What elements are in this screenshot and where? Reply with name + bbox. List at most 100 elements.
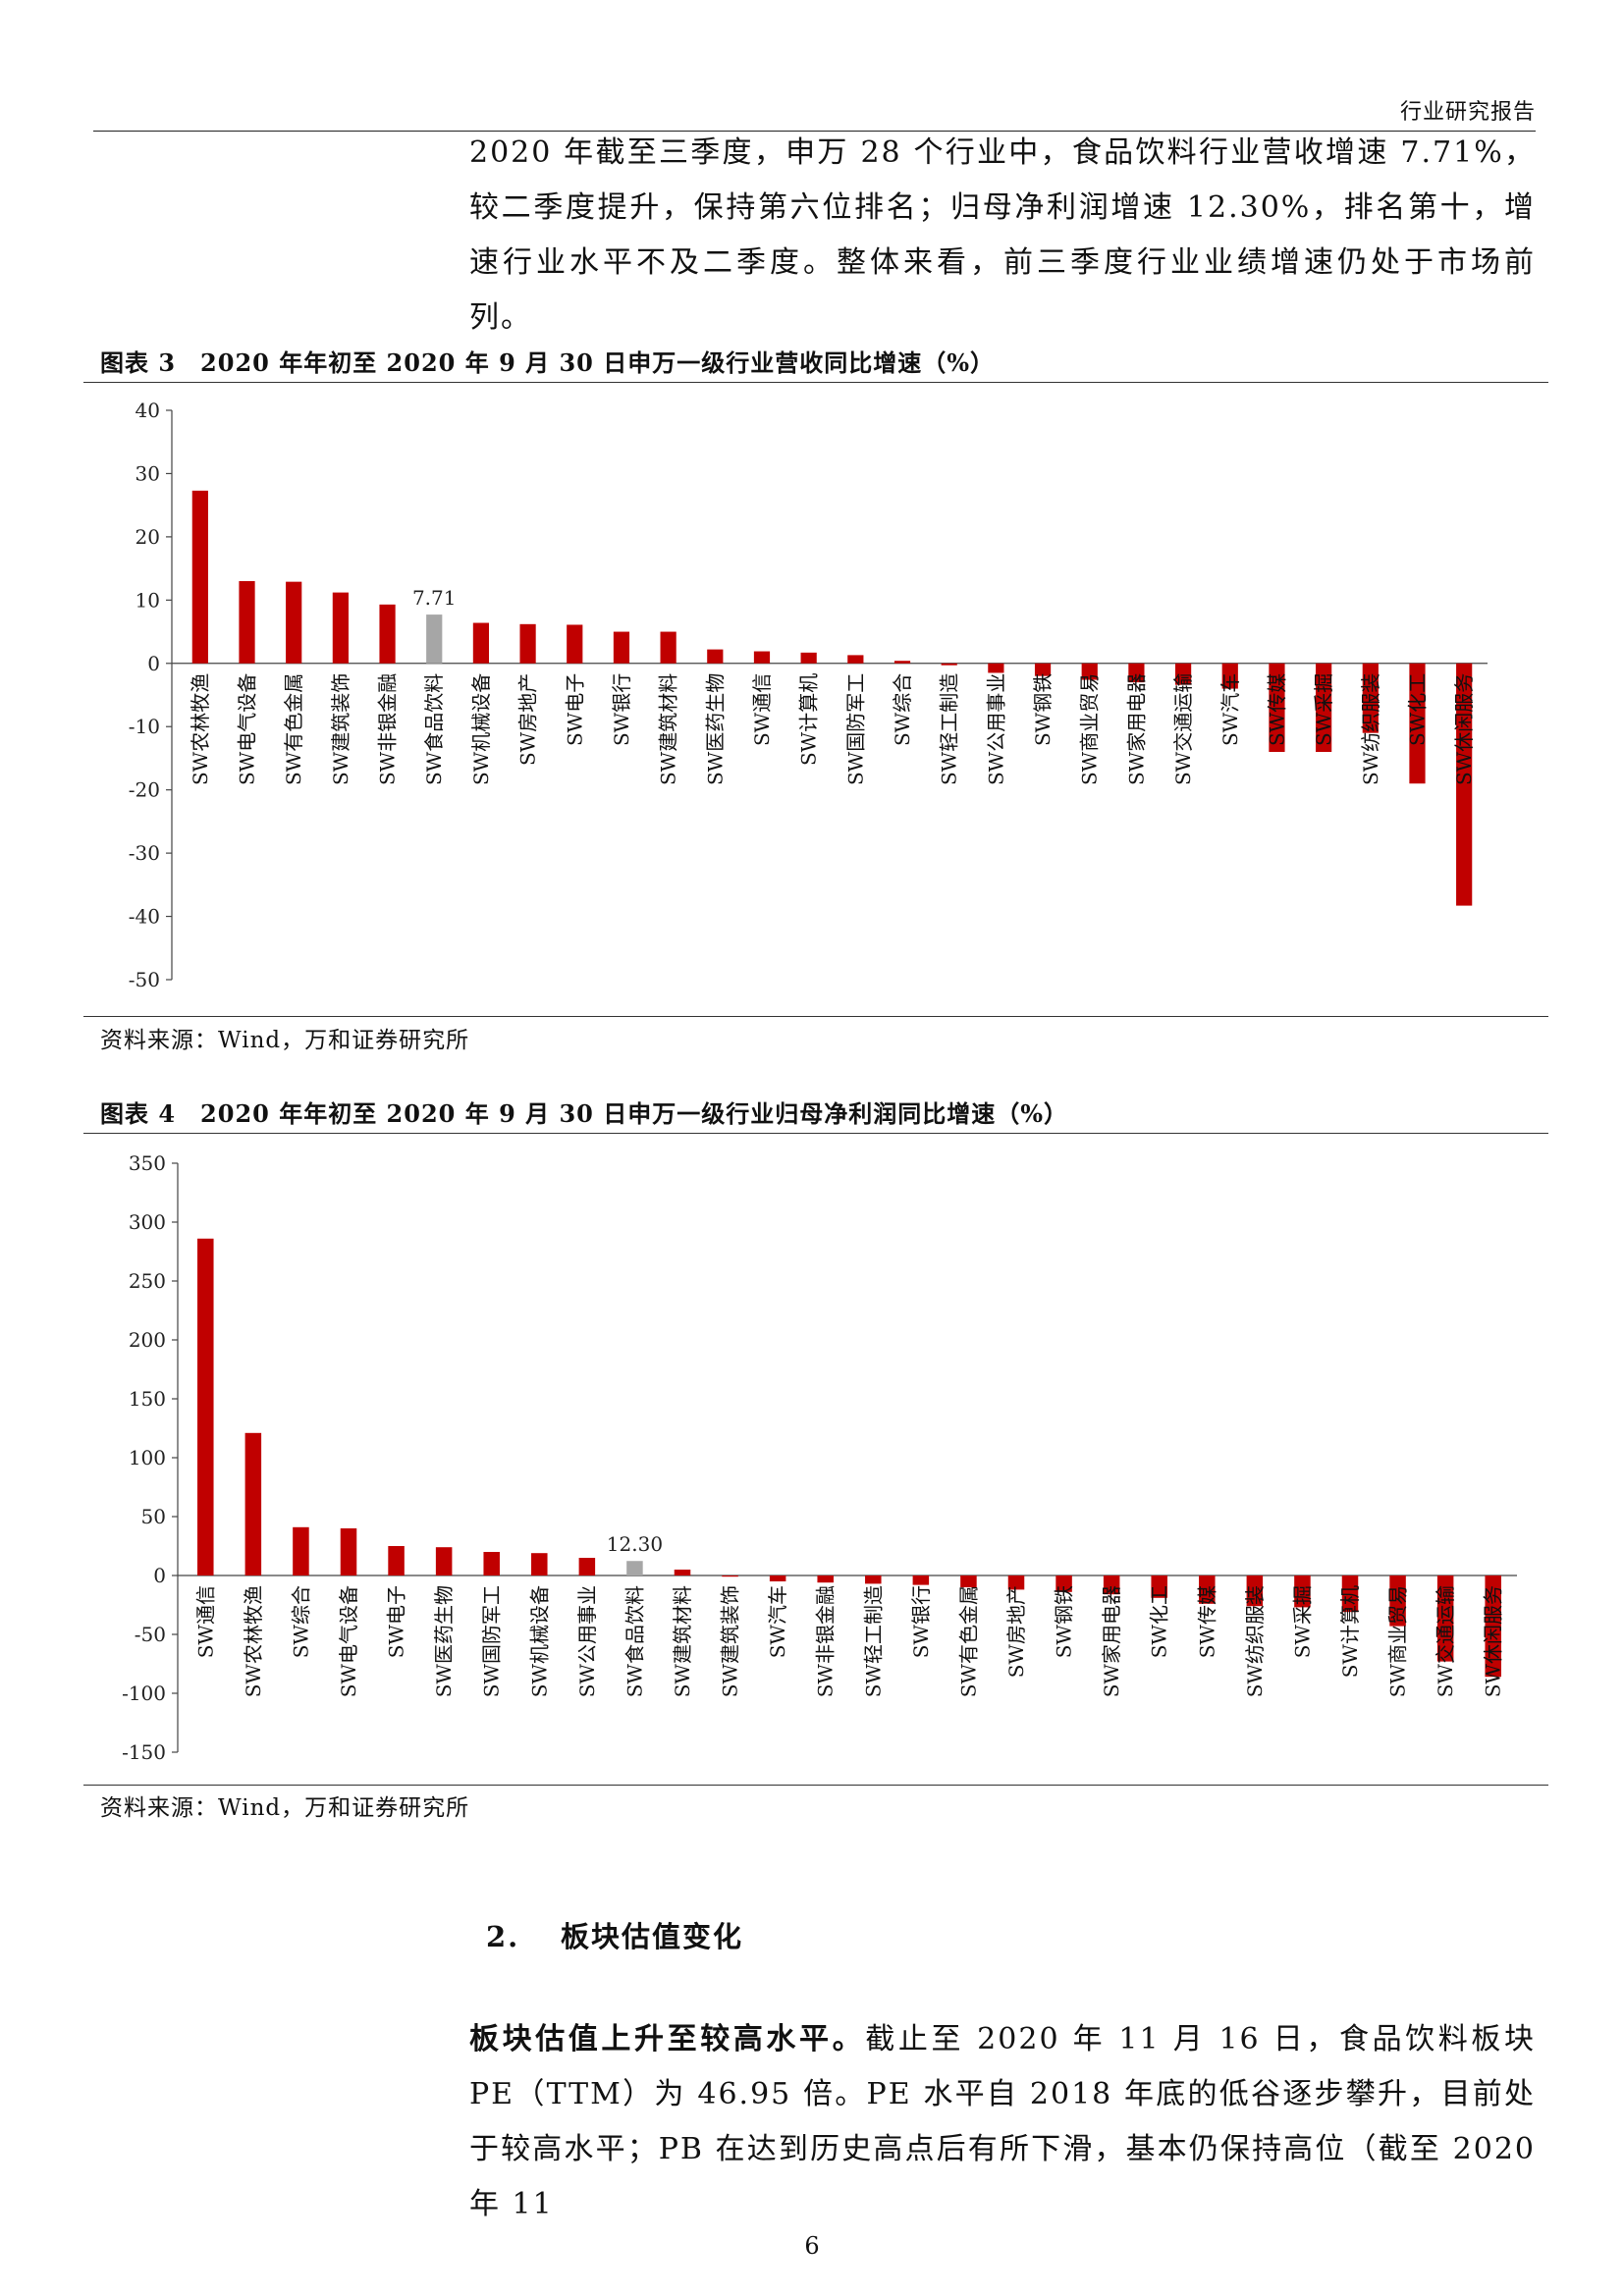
bar-SW计算机 — [800, 652, 817, 664]
y-tick-label: -50 — [135, 1623, 166, 1646]
bar-SW食品饮料 — [626, 1561, 643, 1575]
category-label: SW电气设备 — [337, 1585, 360, 1697]
category-label: SW轻工制造 — [861, 1585, 885, 1697]
bar-SW家用电器 — [1128, 663, 1145, 683]
category-label: SW传媒 — [1195, 1585, 1218, 1658]
y-tick-label: 50 — [141, 1505, 166, 1528]
category-label: SW采掘 — [1290, 1585, 1314, 1658]
category-label: SW非银金融 — [376, 673, 400, 785]
figure4-bottom-rule — [83, 1785, 1548, 1786]
category-label: SW采掘 — [1312, 673, 1335, 746]
category-label: SW计算机 — [1338, 1585, 1362, 1678]
section-number: 2. — [486, 1920, 520, 1953]
bar-SW综合 — [293, 1526, 309, 1575]
category-label: SW建筑装饰 — [719, 1585, 742, 1697]
figure3-source: 资料来源：Wind，万和证券研究所 — [100, 1028, 470, 1053]
y-tick-label: 0 — [147, 652, 160, 675]
bar-SW通信 — [197, 1238, 214, 1575]
y-tick-label: -10 — [129, 715, 160, 738]
bar-SW休闲服务 — [1485, 1575, 1501, 1678]
bar-SW机械设备 — [531, 1553, 548, 1575]
category-label: SW传媒 — [1265, 673, 1288, 746]
valuation-paragraph: 板块估值上升至较高水平。截止至 2020 年 11 月 16 日，食品饮料板块 … — [469, 2012, 1536, 2232]
y-tick-label: 10 — [135, 588, 160, 612]
bar-SW房地产 — [1007, 1575, 1025, 1590]
bar-SW建筑材料 — [660, 631, 677, 664]
category-label: SW家用电器 — [1124, 673, 1148, 785]
y-tick-label: -50 — [129, 968, 160, 991]
y-tick-label: 40 — [135, 399, 160, 422]
category-label: SW纺织服装 — [1359, 673, 1382, 785]
bar-SW非银金融 — [379, 604, 396, 664]
bar-SW商业贸易 — [1081, 663, 1098, 680]
category-label: SW国防军工 — [843, 673, 867, 785]
category-label: SW钢铁 — [1031, 673, 1055, 746]
category-label: SW房地产 — [1004, 1585, 1028, 1678]
category-label: SW交通运输 — [1171, 673, 1195, 785]
category-label: SW纺织服装 — [1243, 1585, 1267, 1697]
category-label: SW商业贸易 — [1078, 673, 1102, 785]
y-tick-label: 300 — [129, 1210, 166, 1234]
bar-SW休闲服务 — [1456, 663, 1473, 906]
revenue-growth-bar-chart: 40 30 20 10 0 -10 -20 -30 -40 -50 SW农林牧渔 SW电气设备 SW有色… — [129, 399, 1488, 991]
category-label: SW休闲服务 — [1482, 1585, 1505, 1697]
bar-SW电子 — [388, 1546, 405, 1575]
bar-SW建筑材料 — [674, 1570, 691, 1575]
category-label: SW银行 — [909, 1585, 933, 1658]
bar-SW电子 — [567, 624, 583, 664]
valuation-lead-sentence: 板块估值上升至较高水平。 — [469, 2022, 866, 2056]
bar-SW汽车 — [1221, 663, 1238, 689]
category-label: SW建筑材料 — [657, 673, 680, 785]
category-label: SW银行 — [610, 673, 633, 746]
category-label: SW机械设备 — [527, 1585, 551, 1697]
category-label: SW国防军工 — [480, 1585, 504, 1697]
bar-SW纺织服装 — [1246, 1575, 1264, 1607]
category-label: SW食品饮料 — [422, 673, 446, 785]
bar-SW化工 — [1151, 1575, 1167, 1598]
category-label: SW汽车 — [1218, 673, 1242, 746]
page-number: 6 — [804, 2232, 820, 2260]
bar-SW计算机 — [1341, 1575, 1359, 1613]
y-tick-label: 350 — [129, 1151, 166, 1175]
bar-SW医药生物 — [435, 1547, 453, 1575]
section-heading: 2. 板块估值变化 — [486, 1914, 743, 1955]
category-label: SW化工 — [1405, 673, 1429, 746]
bar-SW有色金属 — [286, 581, 302, 664]
category-label: SW非银金融 — [814, 1585, 838, 1697]
category-label: SW家用电器 — [1100, 1585, 1123, 1697]
category-label: SW钢铁 — [1053, 1585, 1076, 1658]
bar-SW通信 — [753, 651, 771, 664]
bar-SW家用电器 — [1103, 1575, 1120, 1595]
category-label: SW建筑装饰 — [329, 673, 352, 785]
category-label: SW计算机 — [797, 673, 821, 766]
data-label: 12.30 — [607, 1532, 663, 1556]
y-tick-label: 150 — [129, 1387, 166, 1411]
category-label: SW通信 — [193, 1585, 217, 1658]
bar-SW综合 — [893, 661, 911, 664]
figure3-title: 图表 3 2020 年年初至 2020 年 9 月 30 日申万一级行业营收同比… — [100, 348, 996, 377]
bar-SW电气设备 — [239, 581, 255, 664]
bar-SW银行 — [912, 1575, 930, 1585]
bar-SW交通运输 — [1174, 663, 1192, 685]
bar-SW钢铁 — [1056, 1575, 1072, 1592]
category-label: SW休闲服务 — [1452, 673, 1476, 785]
bar-SW建筑装饰 — [722, 1575, 738, 1577]
category-label: SW汽车 — [766, 1585, 789, 1658]
category-label: SW公用事业 — [575, 1585, 599, 1697]
bar-SW医药生物 — [707, 649, 724, 664]
net-profit-growth-bar-chart: 350 300 250 200 150 100 50 0 -50 -100 -150 SW通信 SW农林… — [122, 1151, 1517, 1764]
category-label: SW商业贸易 — [1386, 1585, 1410, 1697]
category-label: SW综合 — [891, 673, 914, 746]
y-tick-label: -100 — [122, 1682, 166, 1705]
section-title: 板块估值变化 — [561, 1920, 744, 1953]
category-label: SW食品饮料 — [623, 1585, 646, 1697]
category-label: SW农林牧渔 — [189, 673, 212, 785]
category-label: SW综合 — [289, 1585, 312, 1658]
bar-SW交通运输 — [1436, 1575, 1454, 1662]
bar-SW采掘 — [1316, 663, 1332, 752]
bar-SW食品饮料 — [426, 614, 443, 664]
figure3-top-rule — [83, 382, 1548, 383]
bar-SW建筑装饰 — [332, 592, 349, 664]
bar-SW轻工制造 — [865, 1575, 882, 1584]
y-tick-label: 0 — [153, 1564, 166, 1587]
